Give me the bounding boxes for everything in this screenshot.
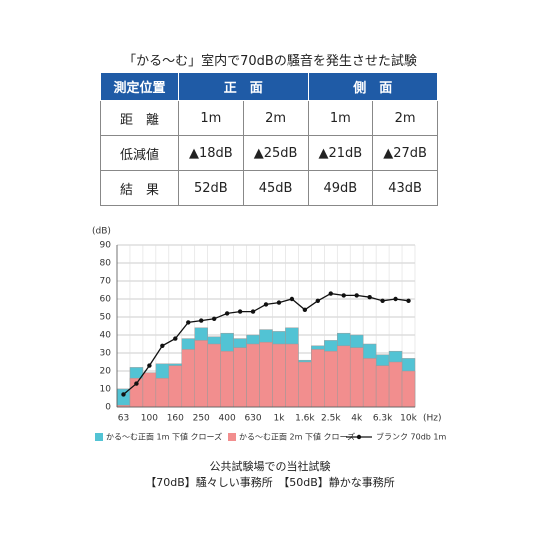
- y-tick-label: 80: [100, 259, 112, 269]
- footer-note: 【70dB】騒々しい事務所 【50dB】静かな事務所: [145, 476, 395, 489]
- y-tick-label: 10: [100, 385, 112, 395]
- point: [380, 298, 385, 303]
- bar: [233, 347, 247, 408]
- bar: [194, 340, 208, 408]
- point: [289, 296, 295, 302]
- bar: [246, 343, 260, 408]
- footer-title: 公共試験場での当社試験: [209, 460, 331, 473]
- x-tick-label: 630: [244, 414, 261, 424]
- legend-point: [356, 434, 362, 440]
- legend-label: かる～む正面 1m 下値 クローズ: [106, 432, 222, 442]
- y-tick-label: 20: [100, 367, 112, 377]
- y-tick-label: 30: [100, 349, 112, 359]
- point: [263, 302, 269, 307]
- header-cell: 側 面: [307, 72, 438, 101]
- table-cell: ▲21dB: [307, 135, 374, 171]
- table-row: 距 離 1m 2m 1m 2m: [100, 100, 438, 136]
- point: [250, 309, 256, 314]
- bar: [168, 365, 183, 408]
- table-cell: 43dB: [372, 170, 438, 206]
- legend-swatch: [95, 433, 103, 441]
- y-tick-label: 0: [105, 403, 111, 413]
- x-tick-label: 250: [193, 414, 210, 424]
- x-tick-label: 1.6k: [295, 414, 315, 424]
- x-tick-label: 6.3k: [373, 414, 393, 424]
- x-tick-label: 160: [167, 414, 184, 424]
- bar: [142, 372, 157, 408]
- table-cell: 結 果: [100, 170, 179, 206]
- table-cell: 距 離: [100, 100, 179, 136]
- bar: [324, 350, 338, 408]
- point: [354, 293, 359, 298]
- x-axis-label: (Hz): [423, 414, 442, 424]
- point: [406, 298, 411, 303]
- x-tick-label: 10k: [400, 414, 417, 424]
- bar: [285, 343, 299, 408]
- bar: [116, 388, 131, 408]
- x-tick-label: 400: [219, 414, 236, 424]
- bar: [298, 361, 312, 408]
- bar: [401, 370, 416, 408]
- y-tick-label: 90: [100, 241, 112, 251]
- point: [341, 293, 346, 298]
- y-tick-label: 50: [100, 313, 112, 323]
- table-header: 測定位置 正 面 側 面: [100, 72, 438, 101]
- table-cell: 1m: [178, 100, 244, 136]
- legend-label: ブランク 70db 1m: [376, 432, 447, 442]
- bar: [362, 358, 377, 408]
- table-row: 結 果 52dB 45dB 49dB 43dB: [100, 170, 438, 206]
- y-axis-label: (dB): [92, 227, 111, 237]
- point: [315, 298, 321, 303]
- legend-label: かる～む正面 2m 下値 クローズ: [239, 432, 355, 442]
- table-cell: 45dB: [242, 170, 309, 206]
- point: [134, 381, 139, 386]
- table-cell: 52dB: [178, 170, 244, 206]
- x-tick-label: 100: [141, 414, 158, 424]
- x-tick-label: 1k: [273, 414, 285, 424]
- table-cell: 49dB: [307, 170, 374, 206]
- point: [367, 295, 372, 300]
- y-tick-label: 60: [100, 295, 112, 305]
- bar: [272, 343, 286, 408]
- point: [393, 296, 398, 302]
- bar: [259, 341, 273, 408]
- y-tick-label: 40: [100, 331, 112, 341]
- point: [173, 336, 178, 341]
- y-tick-label: 70: [100, 277, 112, 287]
- point: [121, 392, 126, 397]
- point: [211, 316, 217, 321]
- bar: [388, 361, 403, 408]
- bar: [220, 350, 234, 408]
- point: [199, 318, 204, 323]
- point: [147, 363, 152, 368]
- bar: [207, 343, 221, 408]
- bar: [155, 377, 170, 408]
- bar: [181, 349, 195, 408]
- page-title: 「かる～む」室内で70dBの騒音を発生させた試験: [123, 54, 417, 69]
- point: [237, 309, 243, 314]
- bar: [375, 365, 390, 408]
- bar: [311, 349, 325, 408]
- table-cell: 2m: [242, 100, 309, 136]
- x-tick-label: 2.5k: [321, 414, 341, 424]
- header-cell: 正 面: [178, 72, 309, 101]
- point: [186, 320, 191, 325]
- point: [160, 343, 165, 348]
- result-table: 測定位置 正 面 側 面 距 離 1m 2m 1m 2m 低減値 ▲18dB ▲25dB ▲21…: [100, 72, 438, 206]
- table-cell: ▲18dB: [178, 135, 244, 171]
- point: [328, 291, 333, 296]
- legend-swatch: [228, 433, 236, 441]
- x-tick-label: 4k: [351, 414, 363, 424]
- bar: [349, 347, 364, 408]
- bar: [337, 345, 351, 408]
- point: [224, 311, 230, 316]
- point: [302, 307, 308, 312]
- x-tick-label: 63: [118, 414, 129, 424]
- point: [276, 300, 282, 305]
